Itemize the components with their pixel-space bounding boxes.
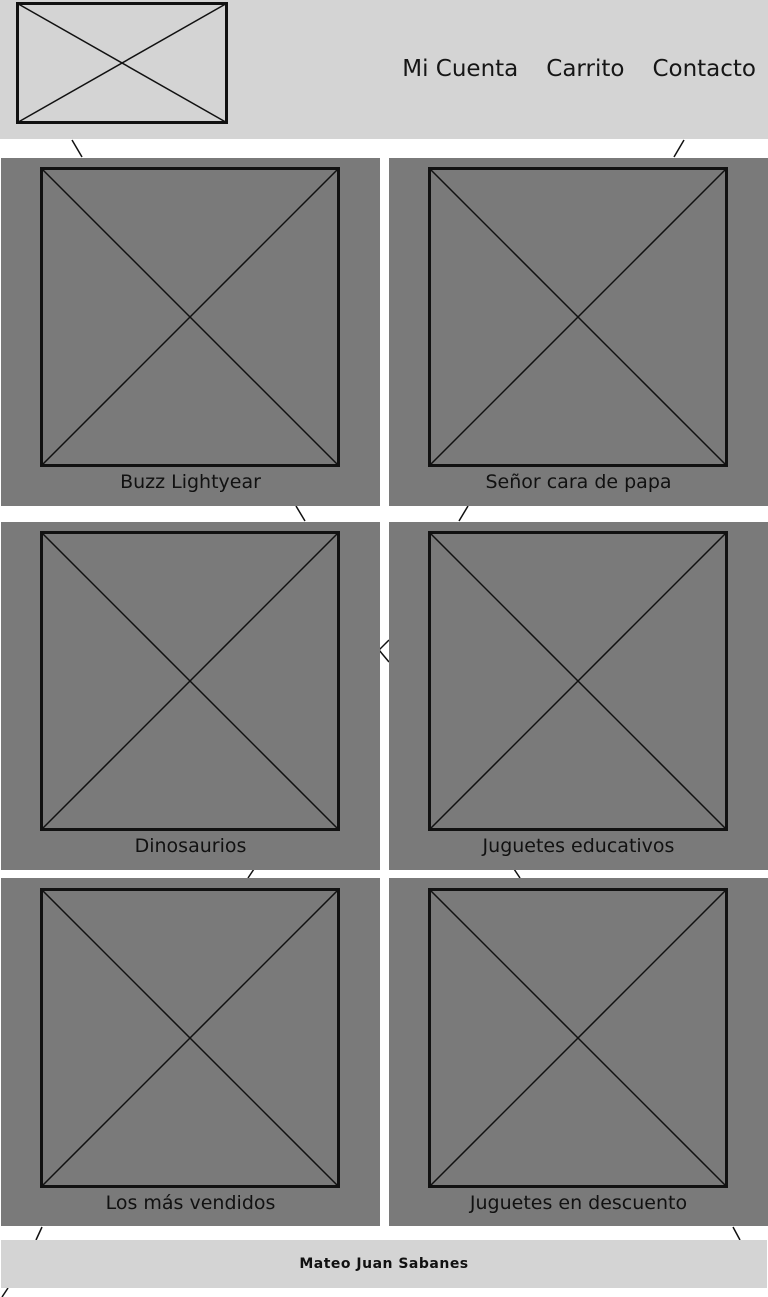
footer-author: Mateo Juan Sabanes xyxy=(299,1256,469,1272)
product-label[interactable]: Juguetes en descuento xyxy=(469,1192,688,1214)
main-nav: Mi Cuenta Carrito Contacto xyxy=(402,56,756,82)
product-card-juguetes-educativos[interactable]: Juguetes educativos xyxy=(389,522,768,870)
site-header: Mi Cuenta Carrito Contacto xyxy=(0,0,768,139)
product-label[interactable]: Buzz Lightyear xyxy=(120,471,261,493)
product-image-placeholder[interactable] xyxy=(428,531,728,831)
product-card-juguetes-en-descuento[interactable]: Juguetes en descuento xyxy=(389,878,768,1226)
product-image-placeholder[interactable] xyxy=(40,888,340,1188)
nav-contacto[interactable]: Contacto xyxy=(652,56,756,82)
product-label[interactable]: Juguetes educativos xyxy=(482,835,675,857)
product-card-senor-cara-de-papa[interactable]: Señor cara de papa xyxy=(389,158,768,506)
product-image-placeholder[interactable] xyxy=(428,888,728,1188)
site-footer: Mateo Juan Sabanes xyxy=(1,1240,767,1288)
product-image-placeholder[interactable] xyxy=(40,167,340,467)
nav-carrito[interactable]: Carrito xyxy=(546,56,625,82)
product-card-dinosaurios[interactable]: Dinosaurios xyxy=(1,522,380,870)
product-image-placeholder[interactable] xyxy=(40,531,340,831)
product-label[interactable]: Los más vendidos xyxy=(105,1192,276,1214)
product-image-placeholder[interactable] xyxy=(428,167,728,467)
logo-placeholder[interactable] xyxy=(16,2,228,124)
nav-mi-cuenta[interactable]: Mi Cuenta xyxy=(402,56,519,82)
product-label[interactable]: Señor cara de papa xyxy=(485,471,672,493)
product-card-los-mas-vendidos[interactable]: Los más vendidos xyxy=(1,878,380,1226)
product-label[interactable]: Dinosaurios xyxy=(134,835,247,857)
product-card-buzz-lightyear[interactable]: Buzz Lightyear xyxy=(1,158,380,506)
